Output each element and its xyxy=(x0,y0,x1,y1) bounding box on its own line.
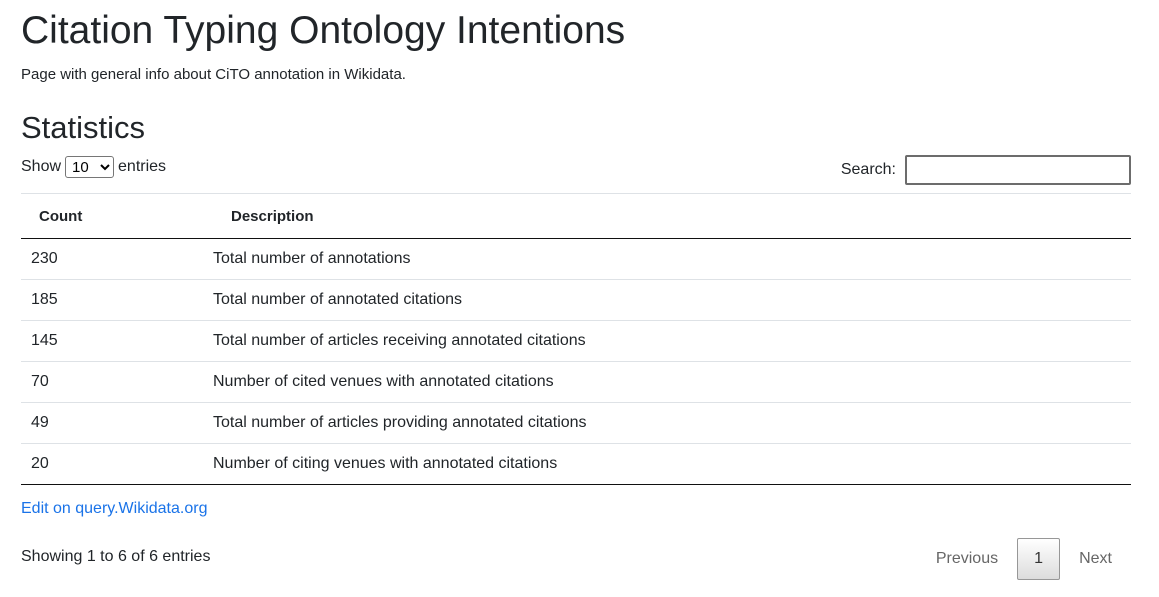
cell-description: Number of citing venues with annotated c… xyxy=(213,443,1131,485)
table-row: 185 Total number of annotated citations xyxy=(21,279,1131,321)
table-row: 49 Total number of articles providing an… xyxy=(21,402,1131,444)
column-header-count[interactable]: Count xyxy=(21,193,213,239)
edit-on-wikidata-link[interactable]: Edit on query.Wikidata.org xyxy=(21,500,208,517)
cell-count: 230 xyxy=(31,250,58,267)
cell-count: 70 xyxy=(21,361,213,403)
search-input[interactable] xyxy=(905,155,1131,185)
cell-description: Number of cited venues with annotated ci… xyxy=(213,361,1131,403)
cell-description: Total number of articles receiving annot… xyxy=(213,320,1131,362)
cell-count: 49 xyxy=(21,402,213,444)
table-info: Showing 1 to 6 of 6 entries xyxy=(21,548,211,565)
page-subtitle: Page with general info about CiTO annota… xyxy=(21,66,406,83)
column-header-description[interactable]: Description xyxy=(213,193,1131,239)
cell-count: 20 xyxy=(21,443,213,485)
table-row: 70 Number of cited venues with annotated… xyxy=(21,361,1131,403)
table-row: 230 Total number of annotations xyxy=(21,239,1131,280)
table-row: 145 Total number of articles receiving a… xyxy=(21,320,1131,362)
search-label: Search: xyxy=(840,161,896,178)
cell-description: Total number of articles providing annot… xyxy=(213,402,1131,444)
current-page-button[interactable]: 1 xyxy=(1017,538,1061,580)
show-label: Show xyxy=(21,158,62,175)
previous-page-button[interactable]: Previous xyxy=(935,550,999,567)
next-page-button[interactable]: Next xyxy=(1079,550,1112,567)
cell-description: Total number of annotated citations xyxy=(213,279,1131,321)
entries-length-select[interactable]: 10 xyxy=(65,156,115,178)
table-header-row: Count Description xyxy=(21,193,1131,239)
entries-length-control: Show 10 entries xyxy=(21,156,166,178)
entries-label: entries xyxy=(118,158,167,175)
statistics-table: Count Description 230 Total number of an… xyxy=(21,193,1131,485)
cell-description: Total number of annotations xyxy=(213,250,411,267)
search-filter: Search: xyxy=(841,155,1131,185)
page-title: Citation Typing Ontology Intentions xyxy=(21,9,626,52)
table-row: 20 Number of citing venues with annotate… xyxy=(21,443,1131,485)
section-title: Statistics xyxy=(21,110,146,145)
cell-count: 145 xyxy=(21,320,213,362)
pagination: Previous 1 Next xyxy=(917,538,1131,580)
cell-count: 185 xyxy=(21,279,213,321)
